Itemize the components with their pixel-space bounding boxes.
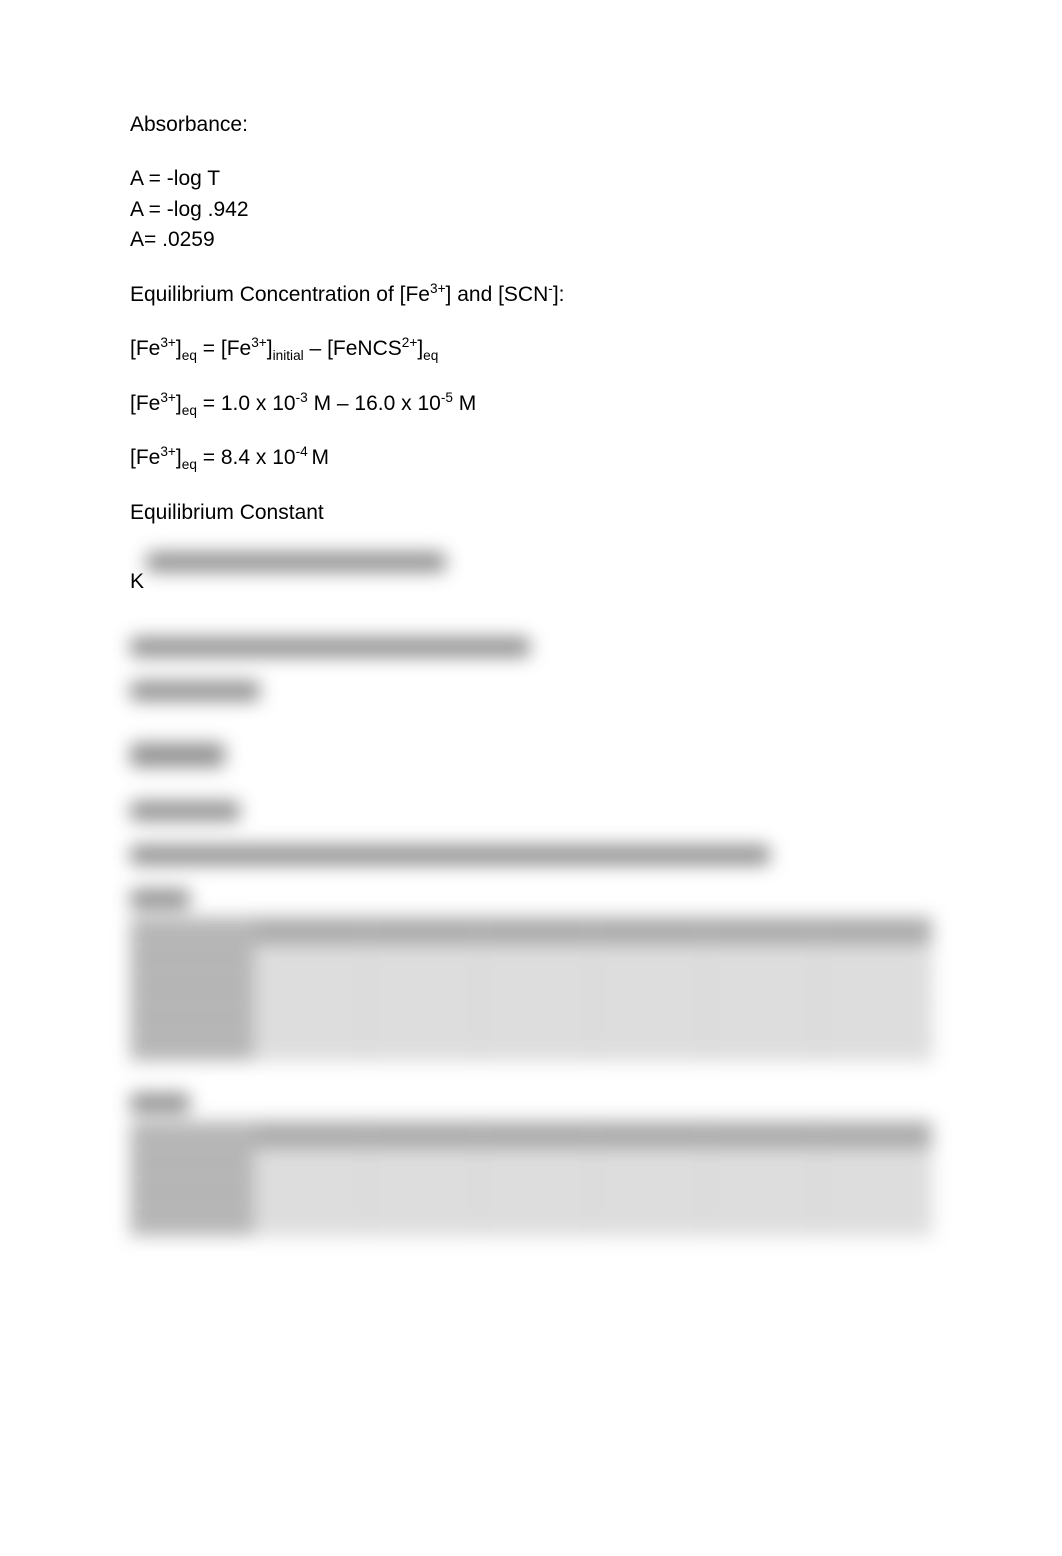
blurred-results-heading: Results: xyxy=(130,743,225,767)
document-page: Absorbance: A = -log T A = -log .942 A= … xyxy=(0,0,1062,1556)
blurred-region: Keq = (16.0 x 10-5 M) / (8.4 x 10-4 M)(2… xyxy=(130,613,932,1236)
blurred-assumed-line: *For this experiment, it is assumed that… xyxy=(130,845,770,865)
eq-line-2: [Fe3+]eq = 1.0 x 10-3 M – 16.0 x 10-5 M xyxy=(130,389,932,419)
abs-eq-3: A= .0259 xyxy=(130,225,932,255)
spacer xyxy=(130,474,932,498)
spacer xyxy=(130,256,932,280)
spacer xyxy=(130,419,932,443)
spacer xyxy=(130,365,932,389)
eq-line-3: [Fe3+]eq = 8.4 x 10-4 M xyxy=(130,443,932,473)
blurred-table-2 xyxy=(130,1121,932,1236)
blurred-k-rest: eq = ([FeNCS2+]eq) / ([Fe3+]eq [SCN-]eq) xyxy=(146,552,446,572)
absorbance-title: Absorbance: xyxy=(130,110,932,140)
eq-constant-title: Equilibrium Constant xyxy=(130,498,932,528)
blurred-part2-label: Part 2 xyxy=(130,1093,190,1113)
spacer xyxy=(130,528,932,552)
eq-line-1: [Fe3+]eq = [Fe3+]initial – [FeNCS2+]eq xyxy=(130,334,932,364)
blurred-k2: Keq = (16.0 x 10-5 M) / (8.4 x 10-4 M)(2… xyxy=(130,637,530,657)
blurred-part1-label: Part 1 xyxy=(130,889,190,909)
k-line: K eq = ([FeNCS2+]eq) / ([Fe3+]eq [SCN-]e… xyxy=(130,552,932,613)
k-symbol: K xyxy=(130,570,144,593)
spacer xyxy=(130,140,932,164)
blurred-table-1 xyxy=(130,917,932,1061)
blurred-k3: Keq = 952.38 xyxy=(130,681,260,701)
eq-conc-title: Equilibrium Concentration of [Fe3+] and … xyxy=(130,280,932,310)
abs-eq-2: A = -log .942 xyxy=(130,195,932,225)
spacer xyxy=(130,310,932,334)
blurred-see-graph: *See Graph xyxy=(130,801,240,821)
abs-eq-1: A = -log T xyxy=(130,164,932,194)
